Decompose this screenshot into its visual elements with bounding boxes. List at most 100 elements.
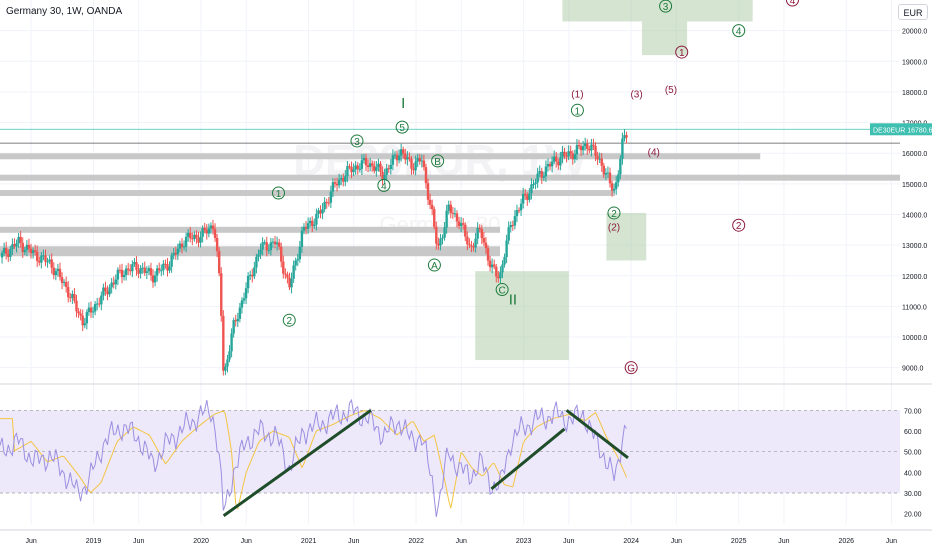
- candle-body: [186, 232, 190, 237]
- wave-label-green-circle: [607, 206, 621, 220]
- candle-body: [143, 267, 146, 273]
- candle-body: [389, 164, 393, 170]
- candle-body: [383, 174, 386, 180]
- candle-body: [236, 318, 239, 322]
- candle-body: [265, 242, 268, 251]
- last-price-tag: [870, 123, 932, 136]
- candle-body: [315, 213, 318, 225]
- candle-body: [0, 252, 4, 258]
- candle-body: [273, 241, 277, 245]
- candle-body: [579, 146, 583, 151]
- candle-body: [354, 165, 357, 170]
- candle-body: [513, 216, 517, 226]
- candle-body: [25, 244, 29, 251]
- candle-body: [267, 250, 271, 252]
- candle-body: [420, 160, 424, 162]
- candle-body: [561, 151, 564, 158]
- candle-body: [69, 297, 72, 299]
- candle-body: [540, 171, 543, 178]
- candle-body: [337, 179, 341, 186]
- candle-body: [118, 269, 122, 271]
- candle-body: [457, 221, 461, 227]
- wave-label-red-circle: [624, 361, 638, 375]
- candle-body: [58, 268, 62, 278]
- candle-body: [242, 298, 246, 301]
- time-tick-label: 2022: [408, 538, 424, 545]
- rsi-trendline: [490, 427, 566, 491]
- candle-body: [275, 242, 279, 245]
- candle-body: [238, 307, 242, 319]
- candle-body: [346, 166, 349, 177]
- candle-body: [445, 210, 448, 228]
- candle-body: [342, 178, 345, 182]
- candle-body: [586, 143, 589, 150]
- time-tick-label: Jun: [26, 538, 37, 545]
- candle-body: [27, 244, 31, 249]
- wave-label-green-circle: [271, 186, 285, 200]
- candle-body: [563, 151, 566, 156]
- wave-label-red-circle: [785, 0, 799, 7]
- time-tick-label: 2020: [193, 538, 209, 545]
- candle-body: [158, 268, 161, 271]
- candle-body: [255, 256, 258, 268]
- candle-body: [490, 264, 494, 268]
- rsi-tick-label: 50.00: [904, 450, 922, 457]
- candle-body: [85, 312, 89, 324]
- candle-body: [284, 273, 287, 275]
- candle-body: [610, 183, 614, 191]
- candle-body: [470, 245, 473, 247]
- candle-body: [294, 260, 297, 266]
- candle-body: [114, 279, 117, 285]
- candle-body: [393, 154, 397, 156]
- candle-body: [9, 249, 12, 257]
- candle-body: [261, 242, 264, 250]
- candle-body: [226, 359, 229, 367]
- candle-body: [538, 171, 541, 174]
- candle-body: [40, 255, 43, 263]
- candle-body: [497, 276, 500, 279]
- candle-body: [399, 149, 403, 156]
- candle-body: [505, 240, 508, 258]
- wave-label-red: 2: [736, 221, 742, 232]
- candle-body: [300, 230, 304, 247]
- time-tick-label: 2021: [301, 538, 317, 545]
- candle-body: [596, 155, 599, 160]
- candle-body: [87, 307, 91, 313]
- candle-body: [424, 167, 428, 184]
- candle-body: [362, 157, 366, 161]
- candle-body: [555, 156, 558, 162]
- time-tick-label: Jun: [133, 538, 144, 545]
- watermark-name: Germany 30: [379, 212, 500, 237]
- wave-label-red: (3): [630, 89, 642, 100]
- candle-body: [201, 227, 204, 237]
- wave-label-green: 2: [286, 316, 292, 327]
- candle-body: [195, 234, 198, 238]
- wave-label-red: (2): [608, 223, 620, 234]
- candle-body: [191, 238, 194, 240]
- currency-button[interactable]: EUR: [898, 4, 928, 20]
- candle-body: [110, 282, 113, 288]
- candle-body: [11, 244, 14, 250]
- candle-body: [166, 264, 169, 271]
- candle-body: [358, 168, 362, 170]
- candle-body: [15, 243, 18, 247]
- candle-body: [428, 199, 432, 205]
- candle-body: [75, 300, 78, 312]
- price-tick-label: 15000.0: [902, 182, 927, 189]
- time-tick-label: 2026: [838, 538, 854, 545]
- wave-label-green: 3: [354, 137, 360, 148]
- candle-body: [189, 232, 192, 239]
- candle-body: [209, 225, 213, 229]
- target-zone: [641, 21, 688, 56]
- candle-body: [277, 242, 281, 247]
- candle-body: [184, 236, 188, 247]
- candle-body: [602, 165, 606, 175]
- price-tick-label: 16000.0: [902, 151, 927, 158]
- candle-body: [598, 158, 601, 160]
- wave-label-red-circle: [732, 218, 746, 232]
- candle-body: [199, 236, 202, 243]
- candle-body: [251, 274, 254, 277]
- candle-body: [145, 271, 149, 273]
- candle-body: [418, 157, 421, 162]
